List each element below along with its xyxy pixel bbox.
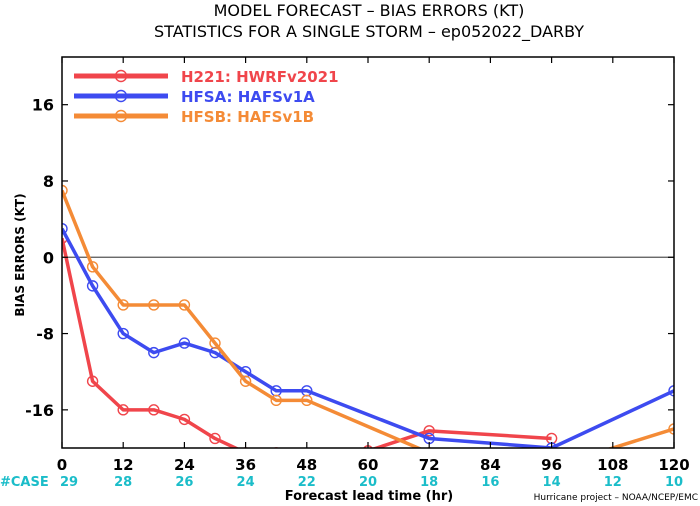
series-line <box>62 237 552 448</box>
x-tick-label: 36 <box>235 456 256 474</box>
legend-label: H221: HWRFv2021 <box>181 68 339 86</box>
data-point <box>86 280 99 292</box>
case-count: 18 <box>420 475 438 490</box>
x-axis-label: Forecast lead time (hr) <box>285 489 453 504</box>
data-point <box>62 222 68 235</box>
data-point <box>178 413 191 426</box>
case-count: 20 <box>359 475 377 490</box>
x-tick-label: 12 <box>113 456 134 474</box>
case-count: 26 <box>175 475 193 490</box>
case-count: 29 <box>60 475 78 490</box>
x-tick-label: 108 <box>597 456 628 474</box>
x-tick-label: 24 <box>174 456 195 474</box>
legend: H221: HWRFv2021 HFSA: HAFSv1A HFSB: HAFSv1… <box>74 68 339 126</box>
case-count: 10 <box>665 475 683 490</box>
x-tick-label: 96 <box>541 456 562 474</box>
x-axis: 0 12 24 36 48 60 72 84 96 108 120 <box>57 57 690 474</box>
legend-label: HFSB: HAFSv1B <box>181 108 314 126</box>
legend-marker <box>114 109 128 123</box>
x-tick-label: 48 <box>296 456 317 474</box>
case-count: 28 <box>114 475 132 490</box>
data-point <box>148 346 160 359</box>
data-point <box>117 327 129 340</box>
case-label: #CASE <box>0 475 49 490</box>
data-point <box>301 394 313 407</box>
x-tick-label: 0 <box>57 456 67 474</box>
series-1 <box>62 222 674 448</box>
y-tick-label: 0 <box>43 248 54 267</box>
legend-marker <box>114 69 128 83</box>
data-point <box>117 299 129 311</box>
y-tick-label: -8 <box>36 325 54 344</box>
y-tick-label: -16 <box>25 401 54 420</box>
y-axis-label: BIAS ERRORS (KT) <box>13 193 27 316</box>
series-line <box>62 189 674 448</box>
y-axis: 16 8 0 -8 -16 <box>25 96 674 420</box>
series-2 <box>62 184 674 448</box>
series-group <box>62 184 674 463</box>
x-tick-label: 84 <box>480 456 501 474</box>
y-tick-label: 8 <box>43 172 54 191</box>
case-counts: 29 28 26 24 22 20 18 16 14 12 10 <box>60 475 683 490</box>
data-point <box>273 447 280 448</box>
data-point <box>270 394 282 407</box>
data-point <box>332 453 342 463</box>
case-count: 14 <box>543 475 561 490</box>
y-tick-label: 16 <box>32 96 54 115</box>
data-point <box>239 375 252 387</box>
data-point <box>86 261 99 273</box>
chart-title-line2: STATISTICS FOR A SINGLE STORM – ep052022… <box>154 22 584 42</box>
x-tick-label: 120 <box>658 456 689 474</box>
data-point <box>178 337 191 349</box>
series-0 <box>62 232 558 463</box>
x-tick-label: 72 <box>419 456 440 474</box>
data-point <box>178 299 191 311</box>
data-point <box>148 299 160 311</box>
chart-title-line1: MODEL FORECAST – BIAS ERRORS (KT) <box>214 1 525 20</box>
x-tick-label: 60 <box>358 456 379 474</box>
legend-label: HFSA: HAFSv1A <box>181 88 315 106</box>
data-point <box>209 432 221 445</box>
case-count: 24 <box>237 475 255 490</box>
legend-marker <box>114 89 128 103</box>
footer-credit: Hurricane project – NOAA/NCEP/EMC <box>534 493 698 503</box>
case-count: 16 <box>481 475 499 490</box>
data-point <box>117 404 129 416</box>
data-point <box>86 375 99 387</box>
data-point <box>423 425 435 437</box>
case-count: 22 <box>298 475 316 490</box>
data-point <box>668 385 674 397</box>
data-point <box>62 184 68 197</box>
data-point <box>668 423 674 435</box>
data-point <box>209 337 221 349</box>
case-count: 12 <box>604 475 622 490</box>
data-point <box>148 404 160 416</box>
